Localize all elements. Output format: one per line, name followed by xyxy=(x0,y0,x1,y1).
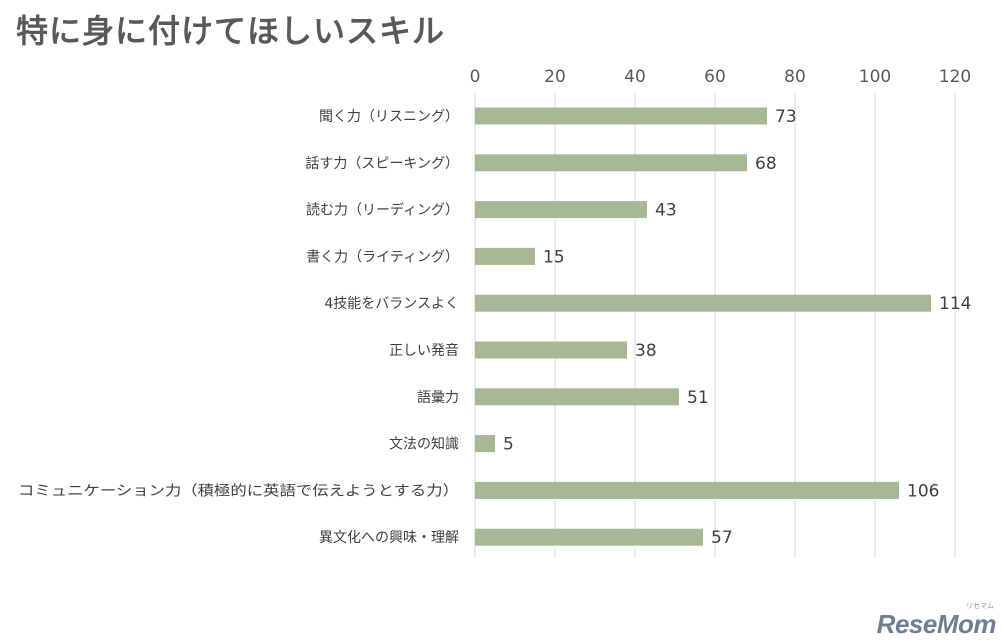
data-label: 15 xyxy=(543,247,565,267)
bar xyxy=(475,435,495,453)
bar xyxy=(475,247,535,265)
category-label: 書く力（ライティング） xyxy=(306,249,459,265)
data-label: 5 xyxy=(503,435,514,455)
x-tick-label: 100 xyxy=(859,67,891,87)
x-axis-ticks: 0 20 40 60 80 100 120 xyxy=(470,67,972,87)
bar xyxy=(475,107,767,125)
category-label: 4技能をバランスよく xyxy=(324,296,459,312)
category-label: 異文化への興味・理解 xyxy=(319,530,459,546)
category-label: 正しい発音 xyxy=(389,342,459,359)
chart-title: 特に身に付けてほしいスキル xyxy=(16,12,446,50)
data-label: 51 xyxy=(687,388,709,408)
data-labels: 73 68 43 15 114 38 51 5 106 57 xyxy=(503,107,971,548)
data-label: 106 xyxy=(907,481,939,501)
bar xyxy=(475,341,627,359)
category-label: 聞く力（リスニング） xyxy=(319,109,459,125)
x-tick-label: 60 xyxy=(704,67,726,87)
x-tick-label: 80 xyxy=(784,67,806,87)
x-tick-label: 0 xyxy=(470,67,481,87)
category-label: 語彙力 xyxy=(417,390,459,406)
bars xyxy=(475,107,931,546)
bar xyxy=(475,528,703,546)
category-label: 文法の知識 xyxy=(389,436,459,453)
data-label: 73 xyxy=(775,107,797,127)
bar xyxy=(475,481,899,499)
bar xyxy=(475,388,679,406)
x-tick-label: 120 xyxy=(939,67,971,87)
data-label: 68 xyxy=(755,154,777,174)
category-label: 話す力（スピーキング） xyxy=(305,155,459,172)
brand-sub: リセマム xyxy=(966,602,994,610)
data-label: 38 xyxy=(635,341,657,361)
bar xyxy=(475,294,931,312)
bar xyxy=(475,201,647,219)
bar xyxy=(475,154,747,172)
x-tick-label: 40 xyxy=(624,67,646,87)
category-label: 読む力（リーディング） xyxy=(306,202,459,219)
category-label: コミュニケーション力（積極的に英語で伝えようとする力） xyxy=(18,482,459,499)
data-label: 57 xyxy=(711,528,733,548)
brand-logo: ReseMom xyxy=(876,609,997,639)
data-label: 43 xyxy=(655,201,677,221)
data-label: 114 xyxy=(939,294,971,314)
category-labels: 聞く力（リスニング） 話す力（スピーキング） 読む力（リーディング） 書く力（ライティ… xyxy=(18,109,459,546)
x-tick-label: 20 xyxy=(544,67,566,87)
